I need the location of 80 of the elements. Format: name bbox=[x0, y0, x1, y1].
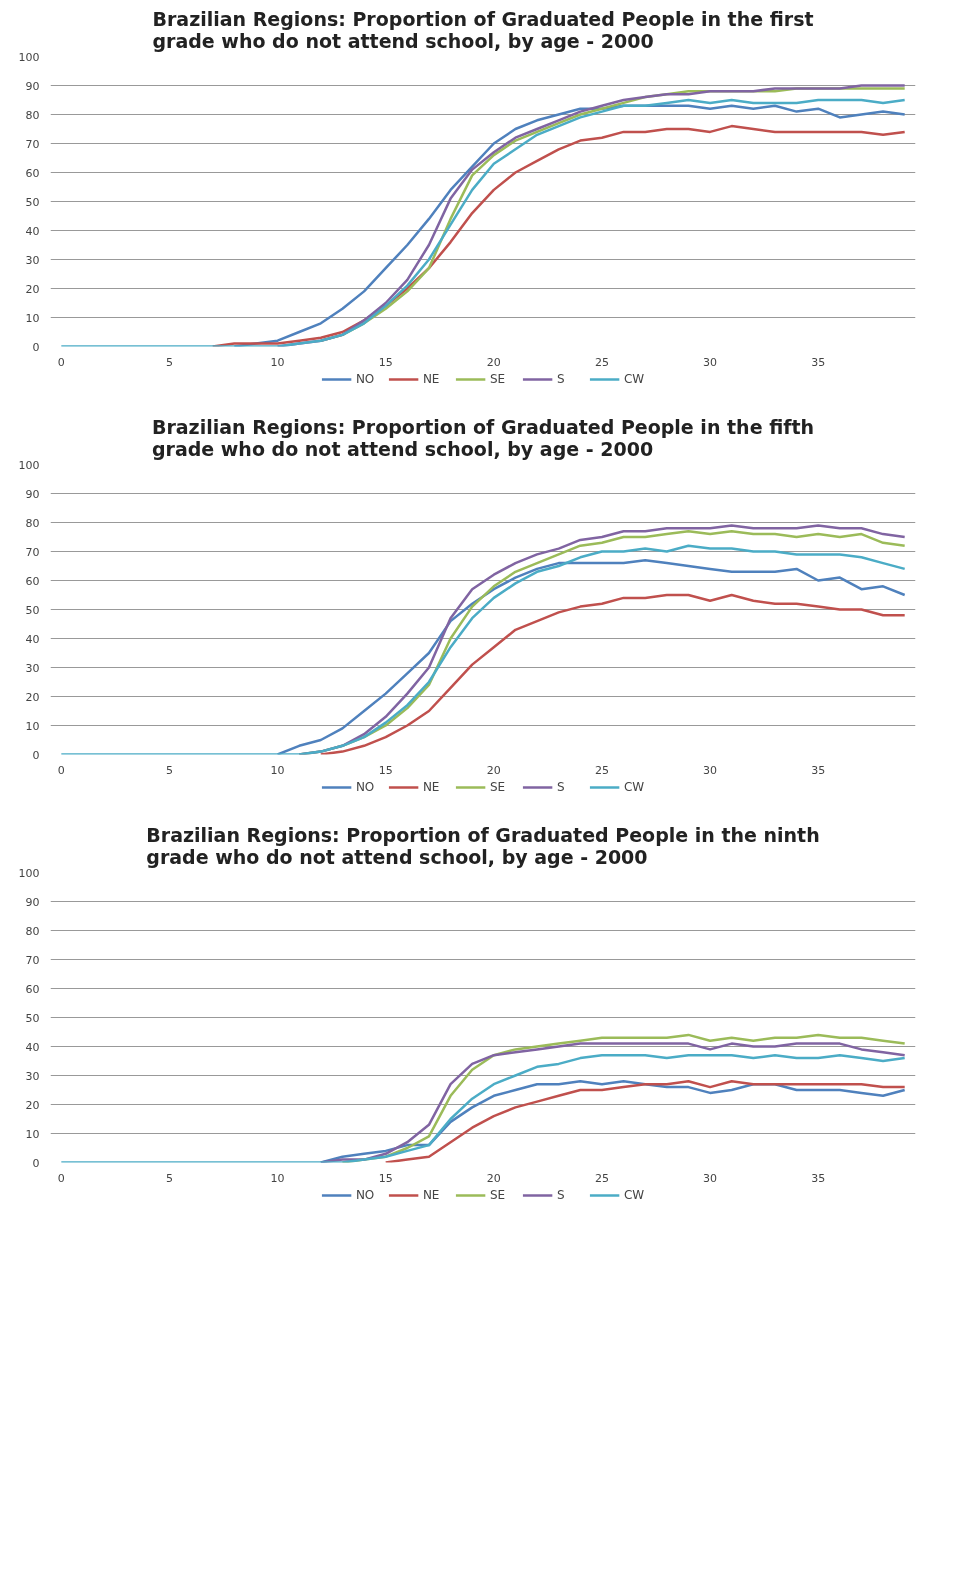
y-tick-label: 30 bbox=[25, 661, 40, 675]
y-tick-label: 30 bbox=[25, 1069, 40, 1083]
x-tick-label: 0 bbox=[57, 1171, 65, 1185]
y-tick-label: 20 bbox=[25, 282, 40, 296]
x-tick-label: 10 bbox=[270, 1171, 285, 1185]
y-tick-label: 10 bbox=[25, 311, 40, 325]
y-tick-label: 60 bbox=[25, 166, 40, 180]
chart-title: Brazilian Regions: Proportion of Graduated People in the fifth grade who do not attend school, by age - 2000 bbox=[151, 415, 815, 460]
chart-title: Brazilian Regions: Proportion of Graduated People in the ninth grade who do not attend school, by age - 2000 bbox=[146, 823, 820, 868]
y-tick-label: 0 bbox=[32, 340, 40, 354]
x-tick-label: 25 bbox=[594, 763, 609, 777]
y-tick-label: 30 bbox=[25, 253, 40, 267]
legend-label: CW bbox=[623, 372, 645, 386]
y-tick-label: 0 bbox=[32, 1156, 40, 1170]
y-tick-label: 80 bbox=[25, 108, 40, 122]
legend-label: S bbox=[556, 372, 566, 386]
legend-label: S bbox=[556, 1188, 566, 1202]
y-tick-label: 100 bbox=[18, 458, 40, 472]
y-tick-label: 50 bbox=[25, 195, 40, 209]
y-tick-label: 90 bbox=[25, 895, 40, 909]
x-tick-label: 5 bbox=[165, 355, 173, 369]
y-tick-label: 80 bbox=[25, 516, 40, 530]
y-tick-label: 70 bbox=[25, 545, 40, 559]
x-tick-label: 0 bbox=[57, 763, 65, 777]
y-tick-label: 80 bbox=[25, 924, 40, 938]
y-tick-label: 60 bbox=[25, 574, 40, 588]
x-tick-label: 35 bbox=[811, 763, 826, 777]
line-series bbox=[60, 544, 906, 755]
legend-label: SE bbox=[489, 372, 507, 386]
x-tick-label: 35 bbox=[811, 1171, 826, 1185]
y-tick-label: 90 bbox=[25, 79, 40, 93]
y-tick-label: 70 bbox=[25, 953, 40, 967]
x-tick-label: 0 bbox=[57, 355, 65, 369]
y-tick-label: 10 bbox=[25, 719, 40, 733]
y-tick-label: 100 bbox=[18, 50, 40, 64]
x-tick-label: 30 bbox=[703, 1171, 718, 1185]
x-tick-label: 15 bbox=[378, 1171, 393, 1185]
x-tick-label: 5 bbox=[165, 763, 173, 777]
y-tick-label: 50 bbox=[25, 1011, 40, 1025]
x-tick-label: 20 bbox=[486, 763, 501, 777]
legend-label: NO bbox=[355, 1188, 376, 1202]
legend-label: CW bbox=[623, 1188, 645, 1202]
y-tick-label: 90 bbox=[25, 487, 40, 501]
y-tick-label: 10 bbox=[25, 1127, 40, 1141]
x-tick-label: 25 bbox=[594, 355, 609, 369]
x-tick-label: 5 bbox=[165, 1171, 173, 1185]
y-tick-label: 40 bbox=[25, 1040, 40, 1054]
legend-label: S bbox=[556, 780, 566, 794]
y-tick-label: 40 bbox=[25, 224, 40, 238]
line-series bbox=[276, 558, 906, 755]
legend-label: NO bbox=[355, 780, 376, 794]
legend-label: NO bbox=[355, 372, 376, 386]
y-tick-label: 40 bbox=[25, 632, 40, 646]
x-tick-label: 30 bbox=[703, 763, 718, 777]
legend-label: NE bbox=[422, 1188, 441, 1202]
legend-label: CW bbox=[623, 780, 645, 794]
y-tick-label: 0 bbox=[32, 748, 40, 762]
y-tick-label: 70 bbox=[25, 137, 40, 151]
legend-label: SE bbox=[489, 780, 507, 794]
x-tick-label: 15 bbox=[378, 355, 393, 369]
legend-label: NE bbox=[422, 780, 441, 794]
y-tick-label: 50 bbox=[25, 603, 40, 617]
x-tick-label: 30 bbox=[703, 355, 718, 369]
x-tick-label: 35 bbox=[811, 355, 826, 369]
y-tick-label: 100 bbox=[18, 866, 40, 880]
y-tick-label: 20 bbox=[25, 1098, 40, 1112]
line-series bbox=[319, 593, 906, 755]
x-tick-label: 20 bbox=[486, 1171, 501, 1185]
legend-label: NE bbox=[422, 372, 441, 386]
legend-label: SE bbox=[489, 1188, 507, 1202]
line-series bbox=[60, 1053, 906, 1163]
x-tick-label: 10 bbox=[270, 355, 285, 369]
y-tick-label: 20 bbox=[25, 690, 40, 704]
line-series bbox=[60, 98, 906, 347]
x-tick-label: 25 bbox=[594, 1171, 609, 1185]
x-tick-label: 20 bbox=[486, 355, 501, 369]
x-tick-label: 10 bbox=[270, 763, 285, 777]
chart-title: Brazilian Regions: Proportion of Graduated People in the first grade who do not attend school, by age - 2000 bbox=[152, 7, 814, 52]
x-tick-label: 15 bbox=[378, 763, 393, 777]
y-tick-label: 60 bbox=[25, 982, 40, 996]
